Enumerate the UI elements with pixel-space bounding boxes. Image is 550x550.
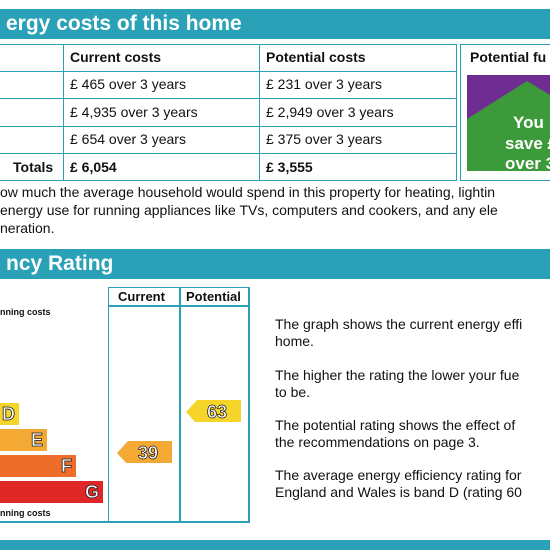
table-divider: [0, 126, 456, 127]
efficiency-rating-title: ncy Rating: [6, 252, 114, 275]
band-bar-e: E: [0, 429, 47, 451]
table-column-divider: [456, 44, 457, 181]
band-letter-g: G: [84, 482, 100, 503]
band-bar-f: F: [0, 455, 76, 477]
band-letter-d: D: [2, 404, 16, 425]
rating-explanation-line: England and Wales is band D (rating 60: [275, 484, 522, 500]
energy-costs-title: ergy costs of this home: [6, 12, 242, 35]
totals-label: Totals: [13, 159, 54, 175]
potential-rating-value: 63: [206, 402, 228, 423]
totals-potential: £ 3,555: [266, 159, 313, 175]
cost-note-line: neration.: [0, 220, 55, 236]
rating-explanation-line: The higher the rating the lower your fue: [275, 367, 520, 383]
table-column-divider: [63, 44, 64, 181]
rating-frame-line: [108, 287, 109, 522]
next-section-header: [0, 540, 550, 550]
band-letter-e: E: [30, 430, 44, 451]
band-bar-g: G: [0, 481, 103, 503]
current-column-header: Current: [118, 289, 165, 304]
rating-explanation-line: The potential rating shows the effect of: [275, 417, 516, 433]
cost-cell-current: £ 4,935 over 3 years: [70, 104, 198, 120]
cost-cell-potential: £ 231 over 3 years: [266, 76, 382, 92]
totals-current: £ 6,054: [70, 159, 117, 175]
current-costs-header: Current costs: [70, 49, 162, 65]
save-text-line2: save £: [505, 134, 550, 153]
potential-rating-arrow: [186, 400, 241, 422]
cost-cell-current: £ 654 over 3 years: [70, 131, 186, 147]
rating-explanation-line: The average energy efficiency rating for: [275, 467, 522, 483]
side-box-border: [460, 44, 461, 181]
efficiency-rating-header: ncy Rating: [0, 249, 550, 279]
rating-frame-line: [0, 521, 250, 523]
current-rating-value: 39: [137, 443, 159, 464]
band-letter-f: F: [61, 456, 73, 477]
rating-frame-line: [108, 287, 250, 288]
rating-explanation-line: The graph shows the current energy effi: [275, 316, 523, 332]
current-rating-arrow: [117, 441, 172, 463]
cost-note-line: ow much the average household would spen…: [0, 184, 495, 200]
band-bar-d: D: [0, 403, 19, 425]
cost-cell-potential: £ 375 over 3 years: [266, 131, 382, 147]
cost-cell-potential: £ 2,949 over 3 years: [266, 104, 394, 120]
rating-frame-line: [248, 287, 250, 522]
potential-future-header: Potential fu: [470, 49, 547, 65]
cost-note-line: energy use for running appliances like T…: [0, 202, 498, 218]
table-divider: [0, 153, 456, 154]
table-column-divider: [259, 44, 260, 181]
side-box-border: [460, 44, 550, 45]
energy-costs-header: ergy costs of this home: [0, 9, 550, 39]
potential-savings-box: You save £ over 3: [467, 75, 550, 171]
house-icon: [467, 81, 550, 171]
table-divider: [0, 71, 456, 72]
side-box-border: [460, 180, 550, 181]
save-text-line3: over 3: [505, 154, 550, 171]
rating-frame-line: [108, 305, 250, 307]
potential-column-header: Potential: [186, 289, 241, 304]
efficiency-top-label: nning costs: [0, 307, 51, 317]
table-border-top: [0, 44, 456, 45]
rating-explanation-line: home.: [275, 333, 314, 349]
potential-costs-header: Potential costs: [266, 49, 366, 65]
rating-explanation-line: the recommendations on page 3.: [275, 434, 480, 450]
table-divider: [0, 98, 456, 99]
rating-explanation-line: to be.: [275, 384, 311, 400]
cost-cell-current: £ 465 over 3 years: [70, 76, 186, 92]
efficiency-bottom-label: nning costs: [0, 508, 51, 518]
table-border-bottom: [0, 180, 456, 181]
rating-frame-line: [179, 287, 181, 522]
save-text-line1: You: [513, 113, 544, 132]
